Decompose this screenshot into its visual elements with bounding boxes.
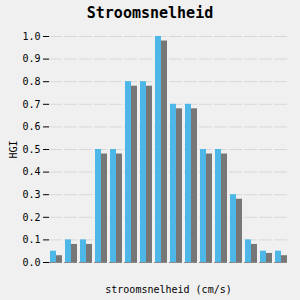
svg-text:1.0: 1.0 [22, 31, 40, 42]
svg-text:0.9: 0.9 [22, 53, 40, 64]
svg-text:0.0: 0.0 [22, 257, 40, 268]
svg-text:0.3: 0.3 [22, 189, 40, 200]
svg-text:0.1: 0.1 [22, 234, 40, 245]
svg-text:0.7: 0.7 [22, 99, 40, 110]
svg-text:HGI: HGI [8, 140, 19, 158]
svg-text:0.4: 0.4 [22, 166, 40, 177]
svg-text:0.8: 0.8 [22, 76, 40, 87]
svg-text:stroomsnelheid (cm/s): stroomsnelheid (cm/s) [105, 284, 231, 295]
svg-text:0.5: 0.5 [22, 144, 40, 155]
html-text:Stroomsnelheid: Stroomsnelheid [86, 4, 214, 22]
svg-text:0.6: 0.6 [22, 121, 40, 132]
svg-text:0.2: 0.2 [22, 212, 40, 223]
